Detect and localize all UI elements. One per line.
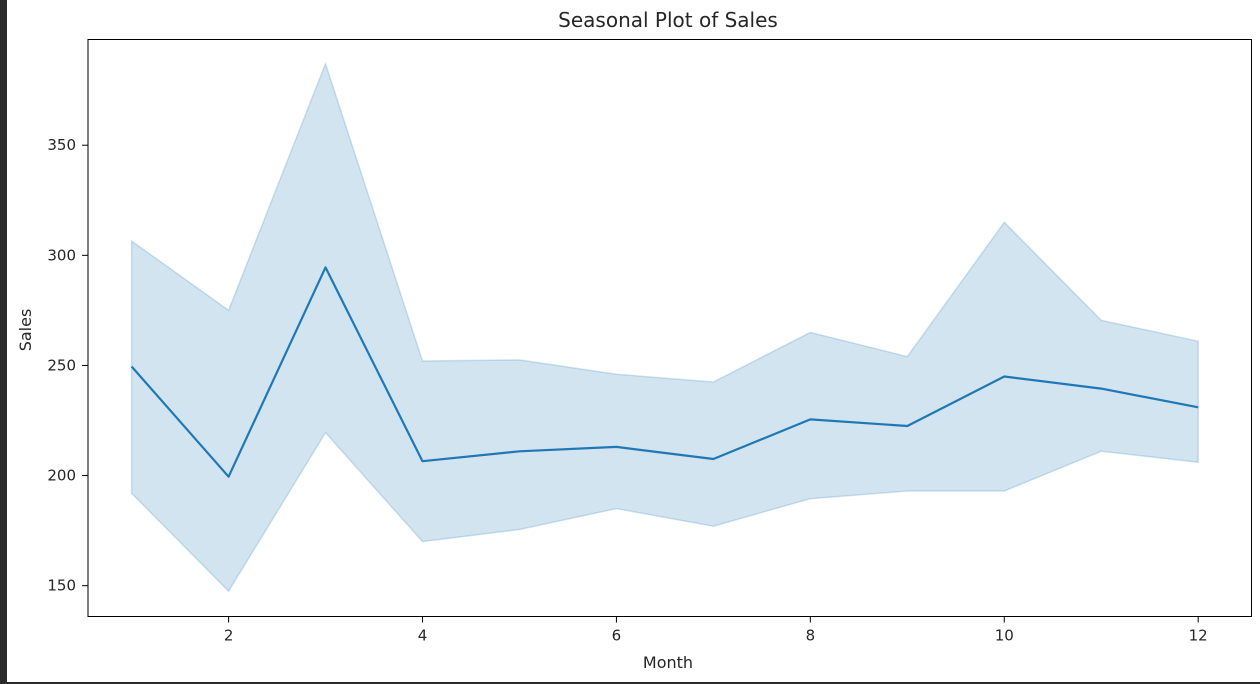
data-point-month-2 — [227, 475, 231, 479]
y-tick-label: 200 — [47, 467, 76, 485]
x-tick-label: 6 — [612, 627, 622, 645]
x-tick-label: 2 — [224, 627, 234, 645]
x-tick-label: 8 — [806, 627, 816, 645]
y-axis-label: Sales — [16, 309, 35, 352]
x-tick-label: 4 — [418, 627, 428, 645]
data-point-month-8 — [808, 417, 812, 421]
data-point-month-9 — [905, 424, 909, 428]
sales-mean-line — [130, 266, 1199, 478]
data-point-month-1 — [130, 365, 134, 369]
x-axis-label: Month — [643, 653, 693, 672]
data-point-month-10 — [1002, 375, 1006, 379]
y-tick-label: 250 — [47, 356, 76, 374]
data-point-month-4 — [421, 459, 425, 463]
y-tick-label: 150 — [47, 577, 76, 595]
window-left-edge — [0, 0, 7, 684]
y-tick-label: 350 — [47, 136, 76, 154]
data-point-month-11 — [1099, 387, 1103, 391]
data-point-month-12 — [1196, 405, 1200, 409]
window-bottom-edge — [0, 682, 1260, 684]
data-point-month-7 — [711, 457, 715, 461]
x-tick-label: 12 — [1189, 627, 1208, 645]
x-tick-label: 10 — [995, 627, 1014, 645]
plot-area-frame — [87, 39, 1252, 617]
confidence-band — [130, 61, 1199, 593]
chart-title: Seasonal Plot of Sales — [558, 8, 778, 32]
data-point-month-6 — [614, 445, 618, 449]
y-tick-label: 300 — [47, 246, 76, 264]
data-point-month-3 — [324, 265, 328, 269]
data-point-month-5 — [518, 449, 522, 453]
